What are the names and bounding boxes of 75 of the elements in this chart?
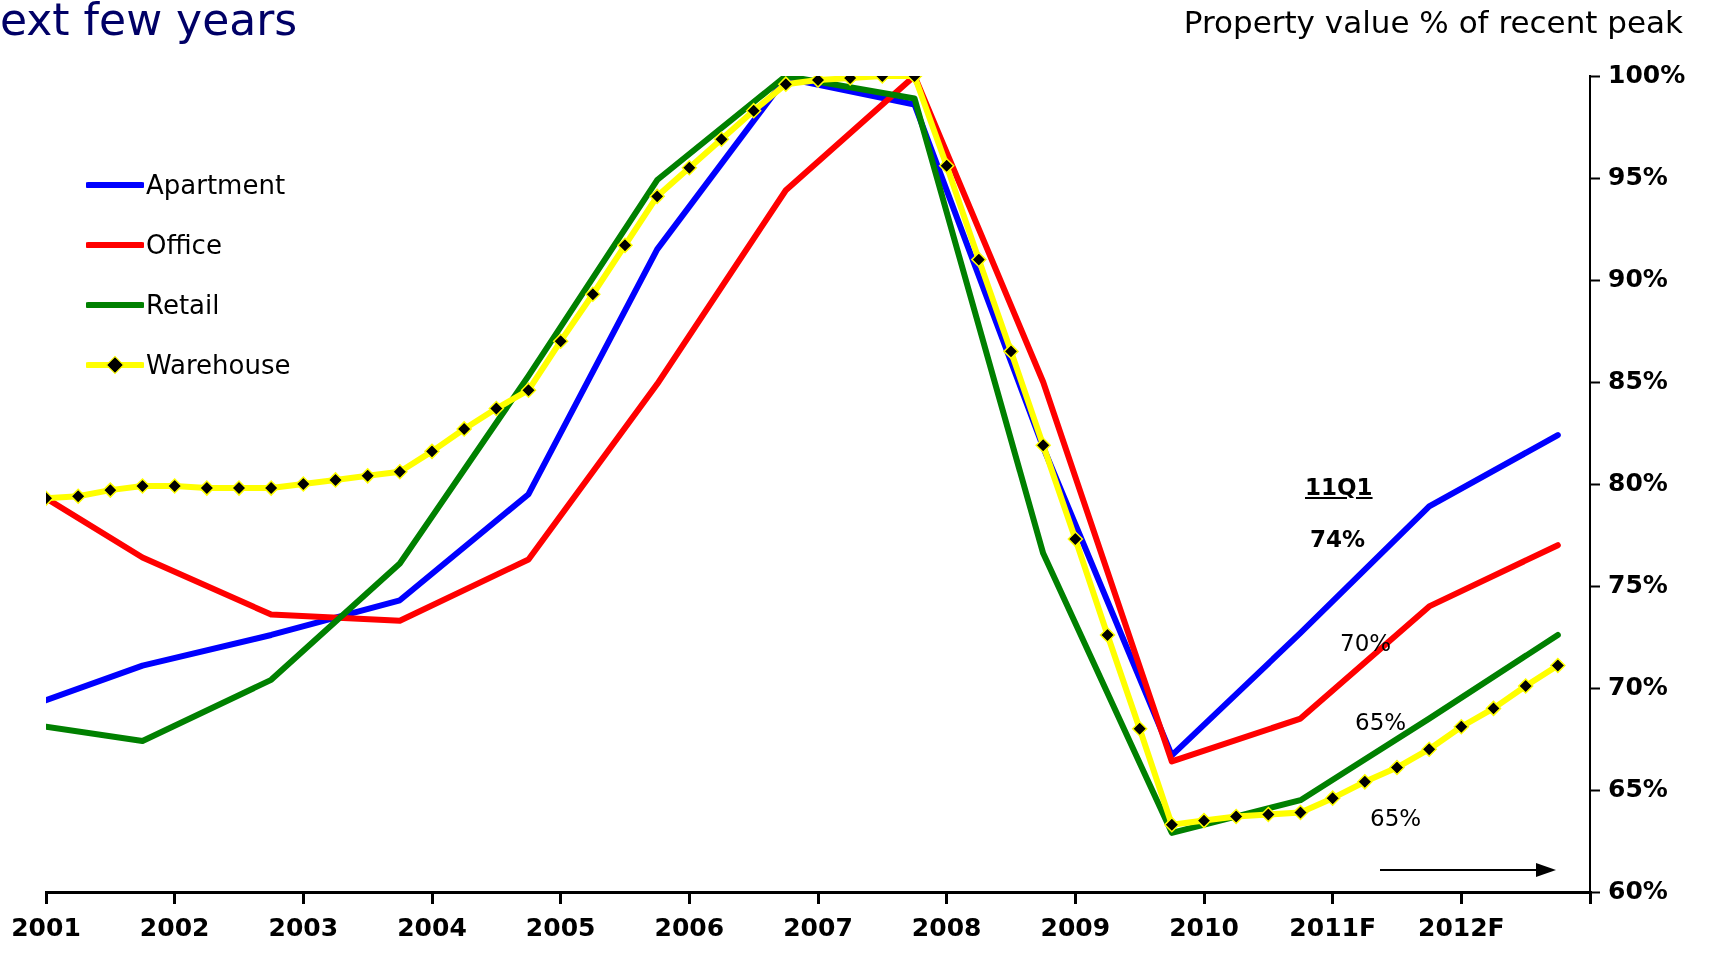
y-tick-label: 75% <box>1608 569 1668 599</box>
annotation: 65% <box>1355 709 1407 735</box>
legend-label: Warehouse <box>146 350 291 380</box>
x-tick-label: 2007 <box>783 912 853 942</box>
point <box>392 464 408 480</box>
point <box>938 158 955 174</box>
legend-label: Office <box>146 230 222 260</box>
point <box>488 400 505 417</box>
y-tick-label: 90% <box>1608 263 1668 293</box>
point <box>199 480 215 496</box>
point <box>1421 741 1437 757</box>
point <box>134 478 151 494</box>
x-tick-label: 2005 <box>525 912 596 942</box>
point <box>424 443 440 460</box>
point <box>713 131 730 147</box>
point <box>552 333 569 349</box>
y-tick-label: 60% <box>1608 875 1668 905</box>
point <box>1228 808 1244 825</box>
point <box>327 472 344 488</box>
x-tick-label: 2011F <box>1289 912 1376 942</box>
annotation: 11Q1 <box>1305 474 1373 500</box>
chart-title: ext few years <box>0 0 298 45</box>
point <box>295 476 312 492</box>
point <box>649 188 665 205</box>
point <box>1131 721 1148 737</box>
x-tick-label: 2010 <box>1169 912 1239 942</box>
point <box>102 482 119 498</box>
point <box>359 468 376 484</box>
point <box>1550 657 1566 674</box>
point <box>520 382 537 398</box>
point <box>1067 531 1084 547</box>
point <box>1099 627 1116 643</box>
x-tick-label: 2009 <box>1040 912 1111 942</box>
point <box>1357 774 1373 790</box>
point <box>1260 806 1277 823</box>
point <box>1485 700 1502 717</box>
point <box>1035 437 1051 453</box>
y-tick-label: 85% <box>1608 365 1668 395</box>
point <box>1389 759 1405 776</box>
point <box>166 478 183 494</box>
x-tick-label: 2006 <box>654 912 725 942</box>
x-tick-label: 2001 <box>11 912 81 942</box>
point <box>231 480 247 496</box>
y-tick-label: 70% <box>1608 671 1668 701</box>
x-tick-label: 2004 <box>397 912 467 942</box>
y-tick-label: 80% <box>1608 467 1668 497</box>
point <box>810 76 826 88</box>
annotation: 74% <box>1310 526 1366 552</box>
x-tick-label: 2012F <box>1418 912 1505 942</box>
point <box>456 421 472 437</box>
x-tick-label: 2008 <box>911 912 982 942</box>
x-tick-label: 2003 <box>268 912 339 942</box>
point <box>745 102 762 119</box>
legend-label: Apartment <box>146 170 286 200</box>
point <box>1517 678 1534 694</box>
y-tick-label: 65% <box>1608 773 1668 803</box>
y-tick-label: 100% <box>1608 59 1686 89</box>
point <box>681 160 698 176</box>
y-tick-label: 95% <box>1608 161 1668 191</box>
legend-label: Retail <box>146 290 220 320</box>
point <box>263 480 279 496</box>
annotation: 65% <box>1370 805 1422 831</box>
point <box>1453 719 1470 735</box>
point <box>617 237 633 254</box>
y-axis-title: Property value % of recent peak <box>1183 4 1683 40</box>
point <box>585 286 601 303</box>
point <box>971 251 987 268</box>
x-tick-label: 2002 <box>139 912 210 942</box>
point <box>1164 816 1180 833</box>
point <box>1003 343 1019 360</box>
point <box>1292 804 1309 821</box>
point <box>778 76 794 92</box>
point <box>1324 790 1341 806</box>
point <box>1196 812 1212 829</box>
point <box>70 488 86 504</box>
